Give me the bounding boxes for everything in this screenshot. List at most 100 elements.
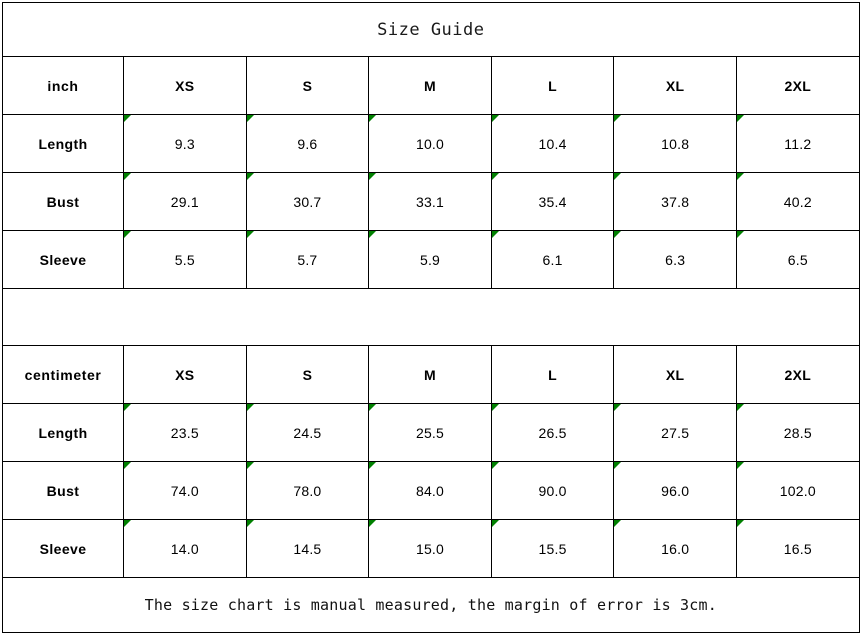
- cell-error-marker-icon: [246, 462, 254, 469]
- cell-value: 16.0: [661, 540, 690, 557]
- cell-value: 25.5: [415, 424, 445, 441]
- spacer-row: [2, 288, 860, 346]
- cm-sleeve-xs: 14.0: [123, 519, 247, 578]
- cell-error-marker-icon: [491, 520, 499, 527]
- cell-error-marker-icon: [736, 173, 744, 180]
- cell-error-marker-icon: [491, 173, 499, 180]
- cm-sleeve-l: 15.5: [490, 519, 615, 578]
- inch-row-label-length: Length: [2, 114, 124, 173]
- cell-value: 27.5: [661, 424, 690, 441]
- cm-size-header-xl: XL: [613, 345, 737, 404]
- inch-sleeve-xs: 5.5: [123, 230, 247, 289]
- cell-error-marker-icon: [736, 231, 744, 238]
- cell-error-marker-icon: [491, 462, 499, 469]
- cm-size-header-xs: XS: [123, 345, 247, 404]
- cell-value: 5.5: [174, 251, 195, 268]
- cell-error-marker-icon: [246, 173, 254, 180]
- cell-value: 9.6: [297, 135, 318, 152]
- cell-value: 10.0: [415, 135, 445, 152]
- cell-value: 40.2: [783, 193, 812, 210]
- cm-row-label-bust: Bust: [2, 461, 124, 520]
- cell-value: 33.1: [415, 193, 445, 210]
- table-row: Bust 74.0 78.0 84.0 90.0 96.0 102.0: [2, 461, 860, 520]
- cell-error-marker-icon: [246, 404, 254, 411]
- cell-error-marker-icon: [369, 173, 377, 180]
- cell-error-marker-icon: [124, 173, 131, 180]
- cm-bust-l: 90.0: [490, 461, 615, 520]
- cell-error-marker-icon: [124, 115, 131, 122]
- cell-value: 74.0: [170, 482, 199, 499]
- cm-bust-xs: 74.0: [123, 461, 247, 520]
- cell-value: 26.5: [538, 424, 567, 441]
- inch-size-header-2xl: 2XL: [735, 56, 860, 115]
- cell-error-marker-icon: [124, 231, 131, 238]
- cell-error-marker-icon: [369, 520, 377, 527]
- cell-value: 78.0: [293, 482, 322, 499]
- cell-value: 14.5: [293, 540, 322, 557]
- inch-length-s: 9.6: [245, 114, 370, 173]
- cell-error-marker-icon: [246, 115, 254, 122]
- cell-error-marker-icon: [369, 231, 377, 238]
- cm-length-xs: 23.5: [123, 403, 247, 462]
- title-row: Size Guide: [2, 2, 860, 57]
- cm-sleeve-xl: 16.0: [613, 519, 737, 578]
- table-row: Sleeve 5.5 5.7 5.9 6.1 6.3 6.5: [2, 230, 860, 289]
- cell-value: 15.5: [538, 540, 567, 557]
- inch-bust-m: 33.1: [368, 172, 492, 231]
- cell-value: 30.7: [293, 193, 322, 210]
- cm-length-xl: 27.5: [613, 403, 737, 462]
- cm-size-header-l: L: [490, 345, 615, 404]
- cm-bust-xl: 96.0: [613, 461, 737, 520]
- cell-error-marker-icon: [614, 404, 622, 411]
- cell-value: 35.4: [538, 193, 567, 210]
- cell-error-marker-icon: [736, 115, 744, 122]
- inch-bust-xl: 37.8: [613, 172, 737, 231]
- cell-error-marker-icon: [369, 115, 377, 122]
- cell-value: 24.5: [293, 424, 322, 441]
- inch-bust-xs: 29.1: [123, 172, 247, 231]
- inch-size-header-xl: XL: [613, 56, 737, 115]
- cell-error-marker-icon: [491, 404, 499, 411]
- cm-row-label-sleeve: Sleeve: [2, 519, 124, 578]
- inch-size-header-l: L: [490, 56, 615, 115]
- cell-error-marker-icon: [614, 231, 622, 238]
- cm-sleeve-s: 14.5: [245, 519, 370, 578]
- cell-value: 90.0: [538, 482, 567, 499]
- cell-error-marker-icon: [124, 404, 131, 411]
- cm-length-l: 26.5: [490, 403, 615, 462]
- inch-row-label-sleeve: Sleeve: [2, 230, 124, 289]
- footer-row: The size chart is manual measured, the m…: [2, 577, 860, 633]
- cell-error-marker-icon: [124, 520, 131, 527]
- cm-size-header-2xl: 2XL: [735, 345, 860, 404]
- table-separator: [2, 288, 860, 346]
- cm-length-s: 24.5: [245, 403, 370, 462]
- inch-length-2xl: 11.2: [735, 114, 860, 173]
- inch-unit-label: inch: [2, 56, 124, 115]
- cell-error-marker-icon: [246, 231, 254, 238]
- cell-value: 6.3: [665, 251, 686, 268]
- inch-bust-2xl: 40.2: [735, 172, 860, 231]
- cell-value: 37.8: [661, 193, 690, 210]
- inch-length-xs: 9.3: [123, 114, 247, 173]
- cell-error-marker-icon: [246, 520, 254, 527]
- cell-value: 6.1: [542, 251, 563, 268]
- cell-value: 11.2: [784, 135, 812, 152]
- cm-length-2xl: 28.5: [735, 403, 860, 462]
- cell-error-marker-icon: [124, 462, 131, 469]
- cell-error-marker-icon: [369, 462, 377, 469]
- inch-bust-s: 30.7: [245, 172, 370, 231]
- cell-error-marker-icon: [614, 462, 622, 469]
- inch-length-m: 10.0: [368, 114, 492, 173]
- cell-error-marker-icon: [369, 404, 377, 411]
- inch-size-header-s: S: [245, 56, 370, 115]
- cm-bust-2xl: 102.0: [735, 461, 860, 520]
- cell-value: 5.7: [297, 251, 318, 268]
- cm-bust-m: 84.0: [368, 461, 492, 520]
- cm-bust-s: 78.0: [245, 461, 370, 520]
- cm-size-header-m: M: [368, 345, 492, 404]
- cell-error-marker-icon: [491, 231, 499, 238]
- table-row: Bust 29.1 30.7 33.1 35.4 37.8 40.2: [2, 172, 860, 231]
- cell-value: 5.9: [419, 251, 441, 268]
